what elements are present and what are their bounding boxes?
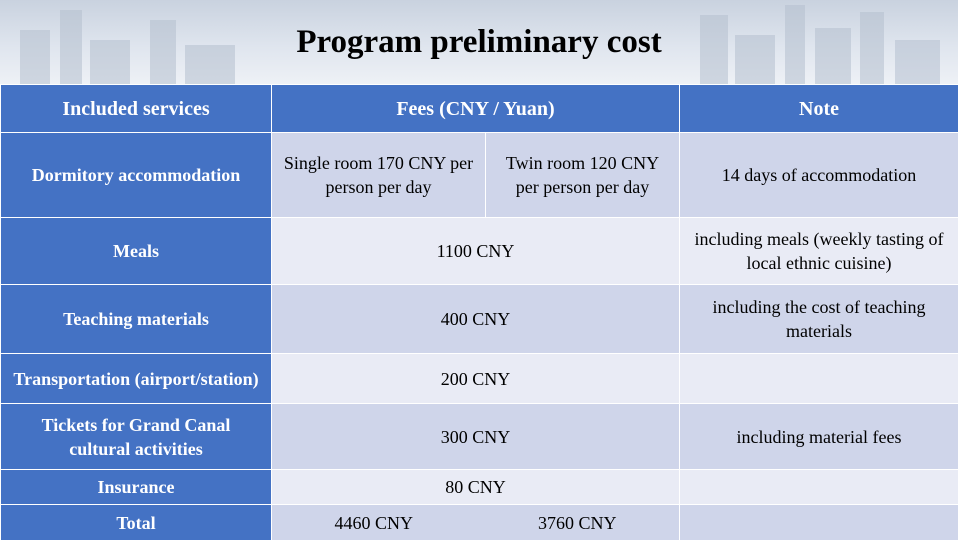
table-row-dormitory: Dormitory accommodation Single room 170 …: [1, 133, 958, 218]
fee-meals: 1100 CNY: [272, 218, 680, 285]
service-insurance: Insurance: [1, 470, 272, 505]
fee-single-room: Single room 170 CNY per person per day: [272, 133, 486, 218]
fee-twin-room: Twin room 120 CNY per person per day: [486, 133, 680, 218]
header-fees: Fees (CNY / Yuan): [272, 85, 680, 133]
total-single-room: 4460 CNY: [272, 505, 476, 540]
table-row-meals: Meals 1100 CNY including meals (weekly t…: [1, 218, 958, 285]
fee-total: 4460 CNY 3760 CNY: [272, 505, 680, 541]
table-row-total: Total 4460 CNY 3760 CNY: [1, 505, 958, 541]
table-row-tickets: Tickets for Grand Canal cultural activit…: [1, 404, 958, 470]
service-dormitory: Dormitory accommodation: [1, 133, 272, 218]
note-insurance: [680, 470, 958, 505]
table-row-transport: Transportation (airport/station) 200 CNY: [1, 354, 958, 404]
header-included-services: Included services: [1, 85, 272, 133]
service-transport: Transportation (airport/station): [1, 354, 272, 404]
table-row-teaching: Teaching materials 400 CNY including the…: [1, 285, 958, 354]
fee-teaching: 400 CNY: [272, 285, 680, 354]
fee-insurance: 80 CNY: [272, 470, 680, 505]
fee-transport: 200 CNY: [272, 354, 680, 404]
total-twin-room: 3760 CNY: [476, 505, 680, 540]
service-meals: Meals: [1, 218, 272, 285]
cost-table: Included services Fees (CNY / Yuan) Note…: [0, 84, 958, 541]
note-tickets: including material fees: [680, 404, 958, 470]
note-dormitory: 14 days of accommodation: [680, 133, 958, 218]
service-teaching: Teaching materials: [1, 285, 272, 354]
header-row: Included services Fees (CNY / Yuan) Note: [1, 85, 958, 133]
service-total: Total: [1, 505, 272, 541]
note-transport: [680, 354, 958, 404]
note-meals: including meals (weekly tasting of local…: [680, 218, 958, 285]
service-tickets: Tickets for Grand Canal cultural activit…: [1, 404, 272, 470]
fee-tickets: 300 CNY: [272, 404, 680, 470]
header-note: Note: [680, 85, 958, 133]
page-title: Program preliminary cost: [0, 22, 958, 62]
note-total: [680, 505, 958, 541]
table-row-insurance: Insurance 80 CNY: [1, 470, 958, 505]
note-teaching: including the cost of teaching materials: [680, 285, 958, 354]
